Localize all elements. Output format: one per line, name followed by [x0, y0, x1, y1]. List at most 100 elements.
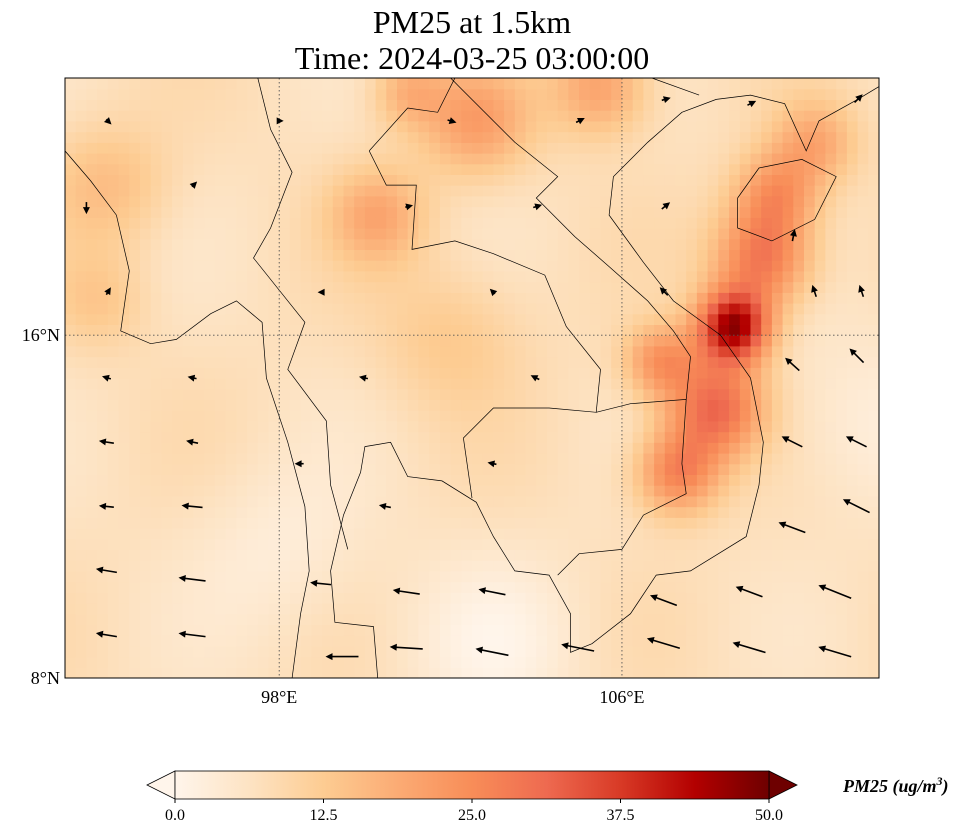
heat-cell [836, 356, 848, 368]
heat-cell [343, 345, 355, 358]
heat-cell [354, 217, 366, 229]
heat-cell [257, 442, 270, 454]
heat-cell [364, 99, 377, 111]
heat-cell [621, 603, 634, 615]
heat-cell [225, 260, 237, 272]
heat-cell [654, 431, 666, 443]
heat-cell [868, 431, 879, 443]
heat-cell [375, 324, 387, 336]
heat-cell [236, 249, 248, 261]
heat-cell [643, 78, 655, 90]
heat-cell [621, 410, 634, 422]
heat-cell [814, 528, 826, 540]
heat-cell [450, 292, 462, 304]
heat-cell [846, 367, 859, 379]
heat-cell [450, 110, 462, 122]
heat-cell [225, 388, 237, 400]
heat-cell [450, 410, 462, 422]
heat-cell [771, 356, 784, 368]
heat-cell [332, 645, 345, 658]
heat-cell [364, 195, 377, 208]
heat-cell [482, 453, 494, 465]
heat-cell [450, 528, 462, 540]
heat-cell [514, 581, 527, 593]
heat-cell [461, 378, 473, 390]
heat-cell [140, 442, 152, 454]
heat-cell [771, 399, 784, 411]
heat-cell [632, 367, 644, 379]
heat-cell [354, 88, 366, 100]
heat-cell [322, 356, 334, 368]
heat-cell [621, 142, 634, 154]
heat-cell [418, 163, 430, 175]
heat-cell [279, 356, 291, 368]
heat-cell [418, 99, 430, 111]
heat-cell [825, 474, 837, 486]
heat-cell [536, 581, 548, 593]
heat-cell [836, 581, 848, 593]
heat-cell [493, 99, 505, 111]
heat-cell [429, 388, 441, 400]
heat-cell [750, 485, 762, 497]
heat-cell [129, 131, 141, 143]
heat-cell [621, 217, 634, 229]
heat-cell [782, 260, 794, 272]
heat-cell [868, 570, 879, 583]
heat-cell [300, 153, 312, 165]
heat-cell [322, 538, 334, 550]
heat-cell [654, 442, 666, 454]
heat-cell [707, 281, 719, 293]
heat-cell [611, 367, 623, 379]
heat-cell [472, 517, 484, 529]
heat-cell [214, 431, 227, 443]
heat-cell [182, 431, 195, 443]
heat-cell [279, 228, 291, 240]
heat-cell [686, 410, 698, 422]
heat-cell [525, 292, 537, 304]
heat-cell [675, 270, 687, 283]
heat-cell [536, 485, 548, 497]
heat-cell [493, 303, 505, 315]
heat-cell [450, 185, 462, 197]
heat-cell [814, 656, 826, 668]
heat-cell [450, 249, 462, 261]
heat-cell [343, 549, 355, 561]
heat-cell [86, 378, 98, 390]
heat-cell [825, 495, 837, 508]
heat-cell [568, 303, 580, 315]
heat-cell [611, 324, 623, 336]
heat-cell [354, 153, 366, 165]
heat-cell [182, 506, 195, 518]
heat-cell [75, 335, 87, 347]
heat-cell [268, 603, 280, 615]
heat-cell [322, 303, 334, 315]
heat-cell [257, 163, 270, 175]
heat-cell [782, 378, 794, 390]
heat-cell [268, 635, 280, 647]
heat-cell [707, 142, 719, 154]
heat-cell [354, 442, 366, 454]
heat-cell [654, 613, 666, 625]
heat-cell [493, 485, 505, 497]
heat-cell [739, 78, 752, 90]
heat-cell [739, 378, 752, 390]
heat-cell [386, 335, 398, 347]
heat-cell [793, 270, 805, 283]
heat-cell [397, 570, 409, 583]
heat-cell [846, 667, 859, 678]
heat-cell [86, 538, 98, 550]
heat-cell [225, 324, 237, 336]
heat-cell [300, 442, 312, 454]
heat-cell [193, 238, 205, 250]
heat-cell [568, 549, 580, 561]
heat-cell [654, 495, 666, 508]
heat-cell [225, 431, 237, 443]
heat-cell [568, 367, 580, 379]
heat-cell [589, 163, 602, 175]
heat-cell [118, 78, 130, 90]
heat-cell [75, 131, 87, 143]
heat-cell [621, 367, 634, 379]
heat-cell [547, 474, 559, 486]
heat-cell [354, 549, 366, 561]
heat-cell [547, 613, 559, 625]
